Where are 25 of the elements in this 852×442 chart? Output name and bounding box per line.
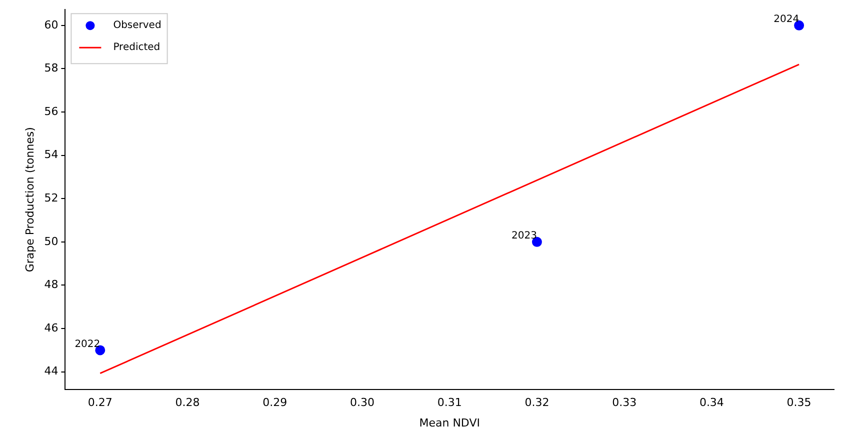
legend-label: Observed bbox=[113, 20, 162, 32]
x-tick-label: 0.33 bbox=[612, 396, 637, 410]
y-tick-label: 56 bbox=[44, 104, 58, 118]
y-tick-label: 44 bbox=[44, 364, 58, 378]
x-tick-label: 0.32 bbox=[524, 396, 550, 410]
y-tick-label: 46 bbox=[44, 321, 58, 334]
x-tick-label: 0.35 bbox=[786, 396, 812, 410]
annotation: 2024 bbox=[774, 14, 800, 25]
x-tick-label: 0.31 bbox=[437, 396, 462, 410]
x-axis-title: Mean NDVI bbox=[419, 416, 480, 430]
x-tick-label: 0.30 bbox=[350, 396, 374, 410]
annotation: 2022 bbox=[74, 338, 100, 350]
annotation: 2023 bbox=[512, 230, 537, 242]
x-tick-label: 0.29 bbox=[262, 396, 288, 410]
y-tick-label: 50 bbox=[44, 234, 58, 248]
y-tick-label: 52 bbox=[44, 191, 58, 204]
x-tick-label: 0.34 bbox=[699, 396, 724, 410]
y-tick-label: 48 bbox=[44, 278, 58, 292]
y-axis-title: Grape Production (tonnes) bbox=[23, 127, 36, 272]
x-tick-label: 0.27 bbox=[88, 396, 112, 410]
x-tick-label: 0.28 bbox=[175, 396, 200, 410]
y-tick-label: 54 bbox=[44, 148, 58, 162]
y-tick-label: 60 bbox=[44, 18, 58, 32]
legend-label: Predicted bbox=[113, 42, 160, 54]
y-tick-label: 58 bbox=[44, 62, 58, 75]
